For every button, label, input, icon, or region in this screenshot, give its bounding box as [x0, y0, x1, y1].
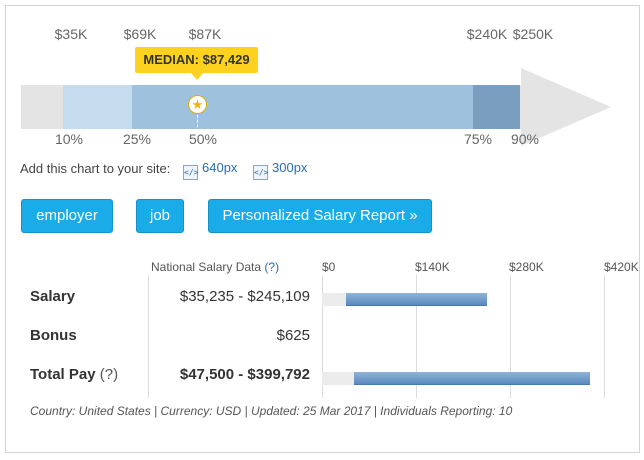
range-track — [322, 293, 346, 306]
segment-75-90 — [473, 85, 520, 129]
total-pay-range-bar — [353, 372, 591, 385]
embed-code-icon: </> — [253, 165, 268, 180]
median-tag: MEDIAN: $87,429 — [135, 47, 258, 73]
row-value-salary: $35,235 - $245,109 — [179, 288, 310, 305]
row-label-total-pay: Total Pay (?) — [30, 366, 118, 383]
total-pay-label-text: Total Pay — [30, 366, 96, 383]
value-10th: $35K — [54, 26, 88, 42]
salary-report-button[interactable]: Personalized Salary Report » — [208, 199, 432, 233]
segment-10-25 — [63, 85, 132, 129]
label-10th: 10% — [54, 131, 84, 147]
embed-300-link[interactable]: </> 300px — [253, 160, 307, 180]
salary-range-bar — [345, 293, 487, 306]
median-line — [197, 110, 198, 132]
gridline — [416, 275, 417, 398]
footer-note: Country: United States | Currency: USD |… — [30, 404, 513, 418]
add-chart-label: Add this chart to your site: — [20, 161, 171, 176]
arrow-head — [521, 68, 611, 146]
range-track — [322, 372, 354, 385]
row-label-salary: Salary — [30, 288, 76, 305]
value-90th: $250K — [512, 26, 554, 42]
gridline — [510, 275, 511, 398]
total-pay-help-link[interactable]: (?) — [99, 366, 119, 383]
row-label-bonus: Bonus — [30, 327, 77, 344]
job-button[interactable]: job — [136, 199, 184, 233]
row-value-bonus: $625 — [276, 327, 310, 344]
axis-tick: $140K — [415, 260, 450, 274]
label-50th: 50% — [188, 131, 218, 147]
segment-25-75 — [132, 85, 473, 129]
embed-640-label: 640px — [202, 160, 238, 175]
axis-tick: $0 — [322, 260, 336, 274]
star-icon: ★ — [188, 95, 207, 114]
embed-code-icon: </> — [183, 165, 198, 180]
help-link[interactable]: (?) — [264, 260, 280, 274]
label-90th: 90% — [510, 131, 540, 147]
gridline — [604, 275, 605, 398]
value-25th: $69K — [123, 26, 157, 42]
value-75th: $240K — [466, 26, 508, 42]
embed-300-label: 300px — [272, 160, 308, 175]
row-value-total-pay: $47,500 - $399,792 — [179, 366, 310, 383]
column-divider — [148, 275, 149, 398]
embed-640-link[interactable]: </> 640px — [183, 160, 237, 180]
gridline — [322, 275, 323, 398]
median-tag-pointer — [191, 73, 203, 80]
axis-tick: $280K — [509, 260, 544, 274]
column-header-text: National Salary Data — [151, 260, 262, 274]
label-75th: 75% — [463, 131, 493, 147]
column-header: National Salary Data (?) — [151, 260, 279, 274]
axis-tick: $420K — [604, 260, 639, 274]
label-25th: 25% — [122, 131, 152, 147]
employer-button[interactable]: employer — [21, 199, 113, 233]
value-50th: $87K — [188, 26, 222, 42]
